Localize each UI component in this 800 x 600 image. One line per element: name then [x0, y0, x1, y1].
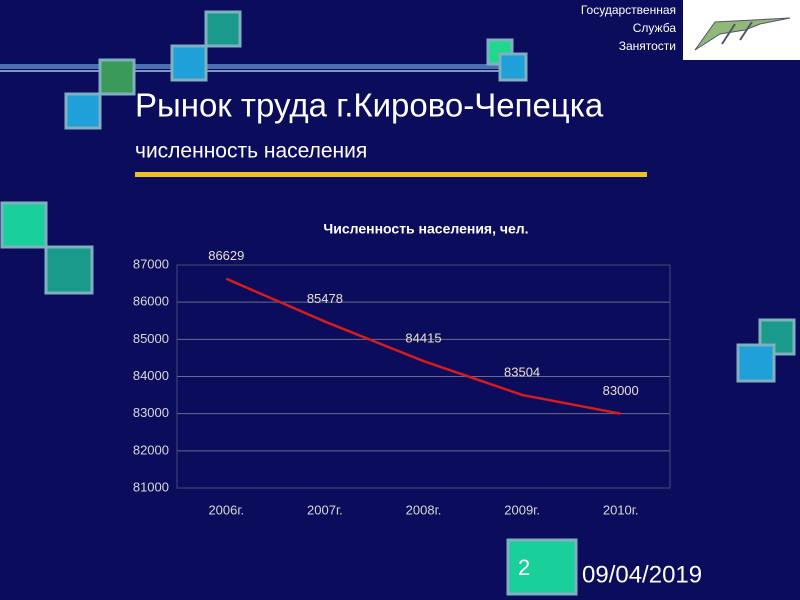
chart-title: Численность населения, чел. — [323, 221, 528, 237]
deco-square — [0, 201, 48, 249]
deco-square — [44, 245, 94, 295]
plot-frame — [176, 264, 671, 489]
logo — [694, 17, 791, 51]
org-name: Государственная — [581, 3, 676, 17]
data-label: 84415 — [405, 331, 441, 346]
x-tick-label: 2007г. — [307, 502, 343, 517]
deco-square — [170, 44, 208, 82]
deco-square — [64, 92, 102, 130]
x-tick-label: 2009г. — [504, 502, 540, 517]
y-tick-label: 83000 — [133, 405, 169, 420]
deco-square — [98, 58, 136, 96]
y-tick-label: 87000 — [133, 256, 169, 271]
y-tick-label: 86000 — [133, 294, 169, 309]
data-label: 85478 — [307, 291, 343, 306]
slide-date: 09/04/2019 — [582, 561, 702, 588]
deco-square — [736, 343, 776, 383]
y-tick-label: 85000 — [133, 331, 169, 346]
slide-title: Рынок труда г.Кирово-Чепецка — [135, 87, 604, 124]
x-tick-label: 2006г. — [208, 502, 244, 517]
data-label: 86629 — [208, 248, 244, 263]
title-underline — [135, 172, 647, 177]
slide-number: 2 — [518, 555, 530, 580]
logo — [721, 21, 753, 45]
deco-square — [498, 52, 528, 82]
data-label: 83000 — [603, 383, 639, 398]
org-name: Служба — [633, 21, 677, 35]
x-tick-label: 2008г. — [406, 502, 442, 517]
slide-number-box — [506, 538, 578, 596]
slide-subtitle: численность населения — [135, 140, 367, 163]
deco-square — [204, 10, 242, 48]
y-tick-label: 81000 — [133, 479, 169, 494]
x-tick-label: 2010г. — [603, 502, 639, 517]
y-tick-label: 82000 — [133, 442, 169, 457]
data-label: 83504 — [504, 364, 540, 379]
line — [225, 277, 621, 415]
deco-bar — [0, 70, 520, 72]
deco-bar — [0, 64, 520, 69]
org-name: Занятости — [619, 39, 676, 53]
y-tick-label: 84000 — [133, 368, 169, 383]
